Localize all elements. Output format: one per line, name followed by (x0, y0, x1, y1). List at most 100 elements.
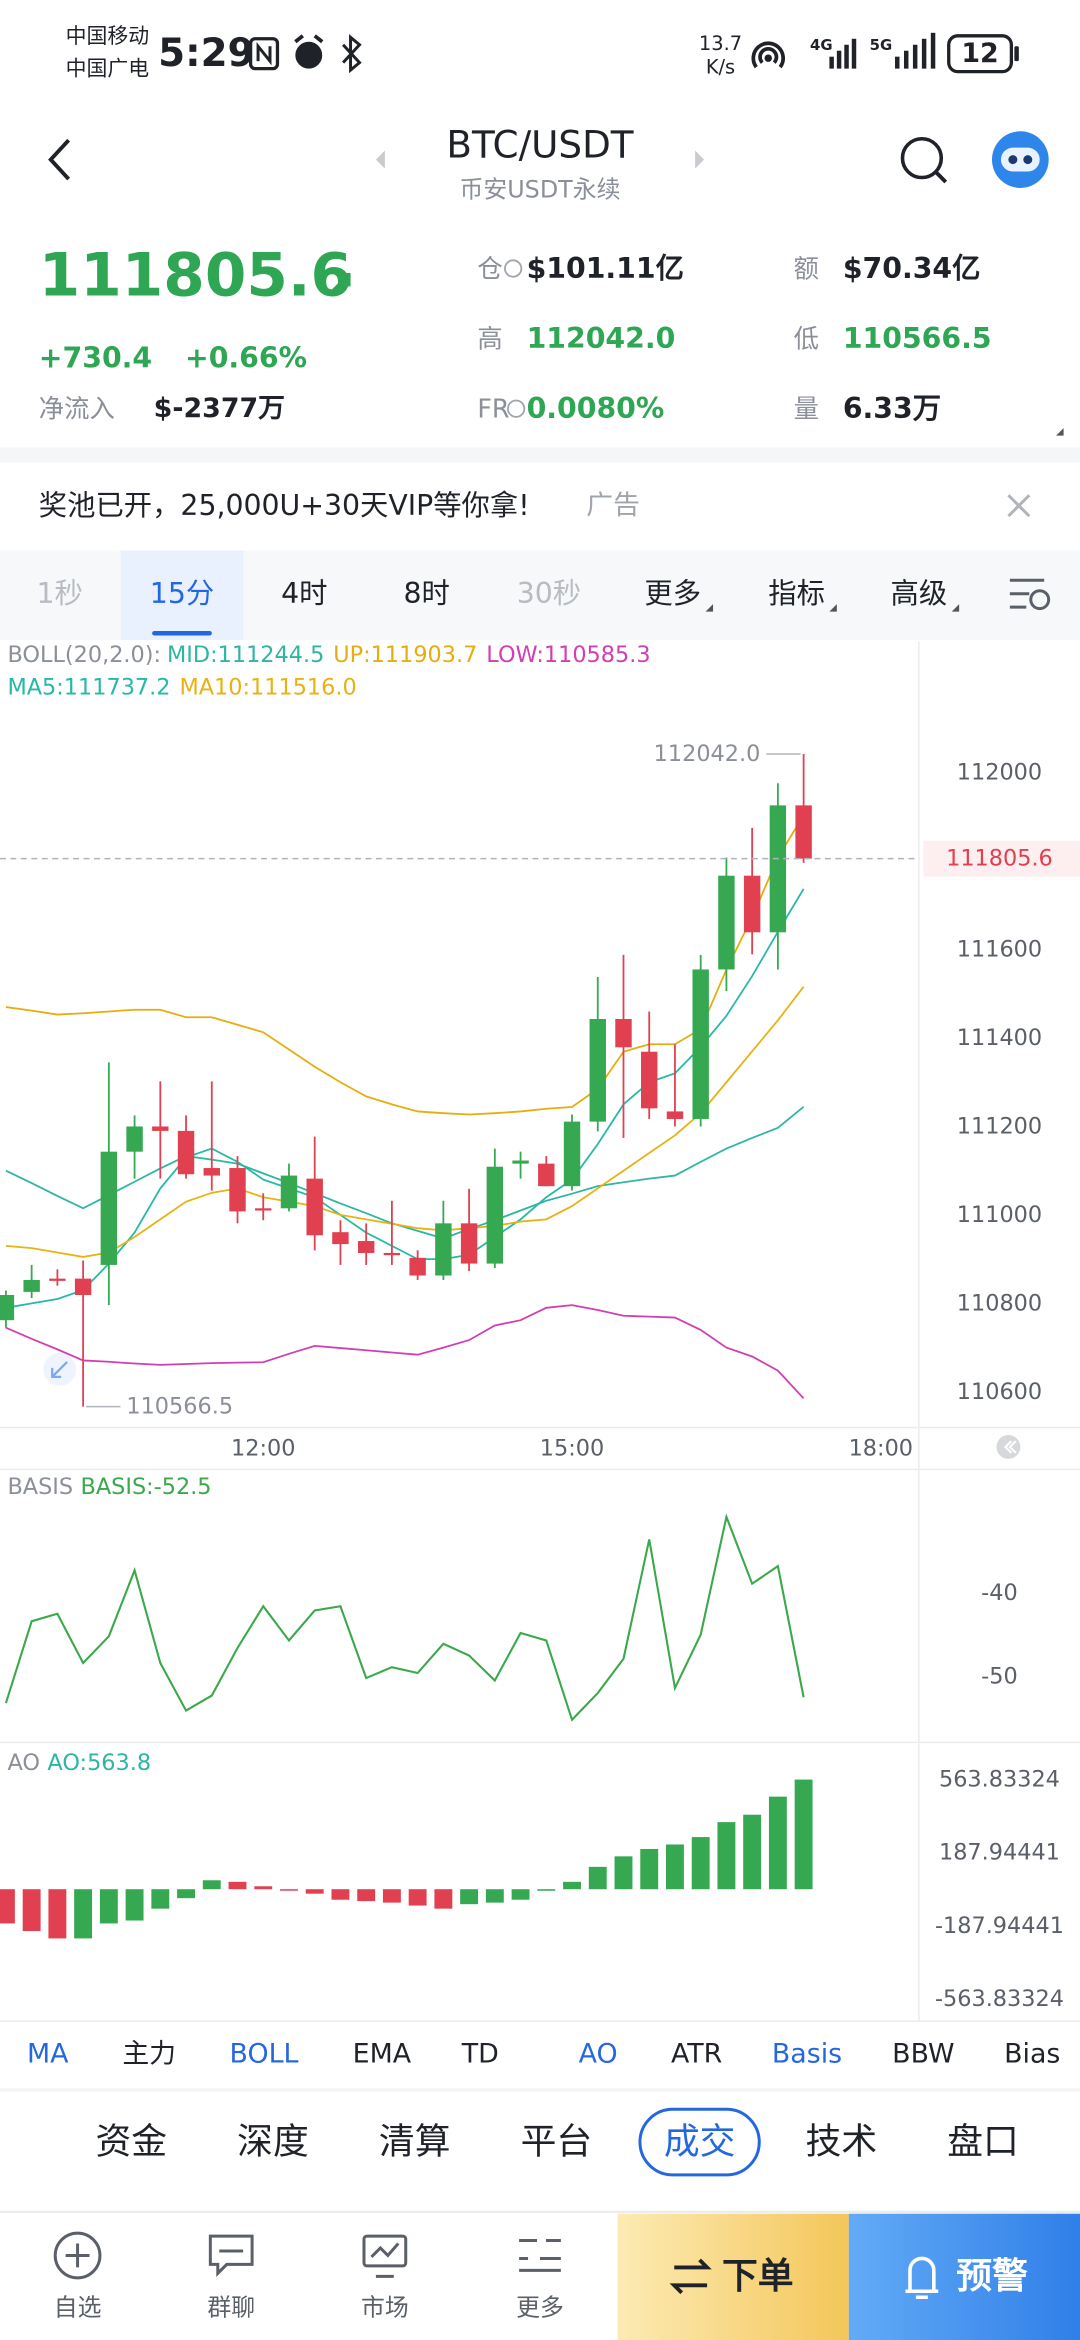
detail-tab[interactable]: 资金 (95, 2122, 167, 2163)
ao-bar (254, 1886, 273, 1890)
bottom-nav (53, 2231, 561, 2280)
info-icon[interactable] (507, 399, 526, 418)
indicator-toggle[interactable]: AO (579, 2039, 618, 2070)
carrier: 中国移动 (66, 24, 150, 48)
indicator-toggle[interactable]: ATR (671, 2039, 722, 2070)
expand-corner[interactable] (1056, 428, 1064, 436)
separator (0, 2088, 1080, 2092)
ao-bar (357, 1889, 376, 1902)
candle-body (0, 1294, 15, 1321)
ao-bar (331, 1889, 350, 1900)
indicator-toggle[interactable]: 主力 (122, 2039, 176, 2070)
selected-tab-outline (638, 2107, 761, 2177)
ao-bar (743, 1814, 762, 1890)
indicator-toggle[interactable]: Basis (772, 2039, 842, 2070)
battery (947, 34, 1014, 74)
extreme-label: 110566.5 (126, 1394, 233, 1420)
ao-bar (537, 1889, 556, 1891)
indicator-toggle[interactable]: EMA (353, 2039, 412, 2070)
candle-body (743, 875, 761, 933)
info-icon[interactable] (504, 259, 523, 278)
status-bar: 中国移动 中国广电 5:29 13.7 K/s 4G 5G 12 (66, 24, 1019, 81)
indicator-toggle[interactable]: BOLL (230, 2039, 299, 2070)
candle-body (512, 1160, 529, 1164)
assistant-avatar (1000, 147, 1040, 172)
search-button[interactable] (900, 136, 944, 180)
candle-body (409, 1257, 426, 1276)
charts: BOLL(20,2.0): MID:111244.5 UP:111903.7 LOW:… (0, 642, 1080, 2012)
ao-bar (228, 1881, 247, 1890)
prev-symbol[interactable] (375, 150, 385, 169)
next-symbol[interactable] (695, 150, 705, 169)
nav-item[interactable]: 自选 (54, 2294, 102, 2322)
candle-body (229, 1168, 246, 1212)
indicator-row: MA 主力 BOLL EMA TD AO ATR Basis BBW Bias (27, 2039, 1060, 2070)
ao-bar (22, 1889, 41, 1932)
back-button[interactable] (48, 138, 71, 181)
detail-tab[interactable]: 成交 (664, 2122, 736, 2163)
ad-banner[interactable]: 奖池已开，25,000U+30天VIP等你拿! 广告 (39, 489, 1031, 522)
order-button[interactable] (617, 2213, 849, 2340)
indicator-line (5, 888, 805, 1309)
legend-item: MA10:111516.0 (179, 675, 356, 701)
assistant-avatar (1008, 155, 1018, 165)
candle-body (255, 1208, 272, 1211)
close-ad[interactable] (1007, 494, 1031, 518)
timeframe-tabs: 1秒 15分 4时 8时 30秒 更多 指标 高级 (36, 550, 960, 640)
candle-body (23, 1279, 40, 1292)
candle-body (563, 1121, 581, 1187)
candle-body (306, 1178, 323, 1236)
stat-value: 0.0080% (527, 392, 665, 425)
timeframe[interactable]: 指标 (768, 577, 825, 610)
timeframe[interactable]: 15分 (150, 577, 214, 610)
alert-button[interactable] (848, 2213, 1080, 2340)
timeframe[interactable]: 1秒 (36, 577, 82, 610)
ao-bar (382, 1889, 401, 1903)
nfc-icon (248, 37, 280, 71)
detail-tabs: 资金 深度 清算 平台 成交 技术 盘口 (95, 2107, 1019, 2177)
indicator-toggle[interactable]: MA (27, 2039, 69, 2070)
candle-body (718, 875, 735, 970)
y-tick-label: 112000 (957, 760, 1042, 786)
ao-bar (640, 1848, 659, 1890)
ao-bar (717, 1822, 736, 1890)
y-tick-label: 111600 (957, 937, 1042, 963)
timeframe[interactable]: 更多 (644, 577, 701, 610)
detail-tab[interactable]: 平台 (521, 2122, 593, 2163)
timeframe[interactable]: 4时 (281, 577, 327, 610)
stat-label: 低 (794, 324, 819, 354)
chart-settings[interactable] (1009, 578, 1051, 611)
timeframe[interactable]: 高级 (891, 577, 948, 610)
extreme-label: 112042.0 (654, 741, 761, 767)
detail-tab[interactable]: 深度 (237, 2122, 309, 2163)
timeframe[interactable]: 30秒 (517, 577, 581, 610)
ao-bar (511, 1889, 530, 1900)
timeframe[interactable]: 8时 (403, 577, 449, 610)
scroll-latest[interactable] (996, 1435, 1021, 1459)
y-tick-label: 110600 (957, 1379, 1042, 1405)
bluetooth-icon (341, 34, 362, 74)
legend-item: MA5:111737.2 (7, 675, 170, 701)
indicator-toggle[interactable]: TD (461, 2039, 499, 2070)
nav-item[interactable]: 群聊 (207, 2294, 255, 2322)
scroll-latest (1003, 1440, 1017, 1454)
candle-body (357, 1241, 375, 1253)
candle-body (74, 1278, 92, 1295)
detail-tab[interactable]: 清算 (379, 2122, 451, 2163)
stat-label: 高 (477, 324, 502, 354)
nav-item[interactable]: 更多 (516, 2294, 564, 2322)
nav-item[interactable]: 市场 (361, 2294, 409, 2322)
detail-tab[interactable]: 盘口 (947, 2122, 1019, 2163)
basis-line (4, 1513, 805, 1722)
indicator-toggle[interactable]: BBW (892, 2039, 954, 2070)
price-change-pct: +0.66% (185, 342, 307, 375)
alert-icon (905, 2256, 939, 2300)
battery-level: 12 (961, 38, 998, 69)
legend-item: UP:111903.7 (333, 642, 477, 668)
detail-tab[interactable]: 技术 (806, 2122, 878, 2163)
stat-label: FR (477, 394, 509, 424)
indicator-toggle[interactable]: Bias (1004, 2039, 1060, 2070)
chart-frames (0, 641, 1080, 2023)
indicator-line (5, 814, 805, 1116)
